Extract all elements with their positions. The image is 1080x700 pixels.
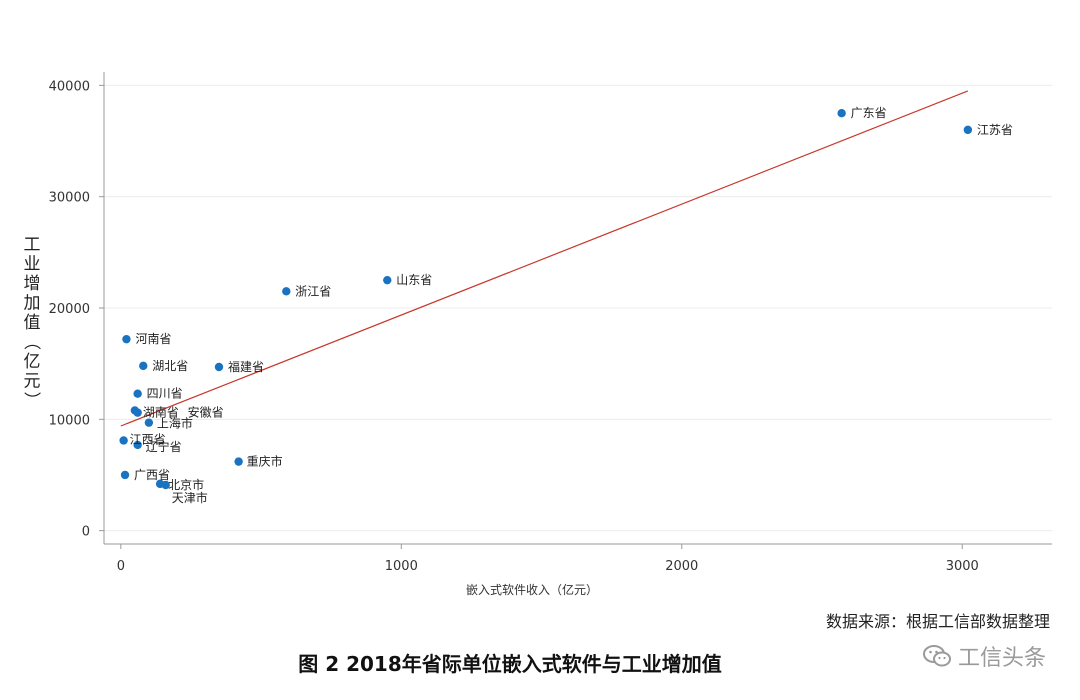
y-axis-title: 工业增加值（ 亿元） <box>21 235 41 409</box>
x-tick-labels: 0 1000 2000 3000 <box>117 559 979 574</box>
point-label: 四川省 <box>147 387 183 401</box>
data-point <box>139 361 148 371</box>
grid-lines <box>104 84 1052 532</box>
data-point <box>282 287 291 296</box>
data-point <box>214 362 224 372</box>
x-tick-label: 0 <box>117 559 125 574</box>
y-axis-title-char: 工 <box>24 235 41 255</box>
wechat-icon <box>922 645 951 667</box>
x-tick-label: 1000 <box>385 559 418 574</box>
point-label: 浙江省 <box>295 284 331 298</box>
y-tick-label: 40000 <box>49 79 90 94</box>
data-point <box>963 125 973 135</box>
data-point <box>119 436 128 445</box>
data-point <box>120 470 130 480</box>
point-label: 辽宁省 <box>146 439 182 454</box>
point-label: 湖南省 <box>143 404 179 419</box>
point-label: 江西省 <box>130 432 166 446</box>
y-axis-title-char: 业 <box>24 255 41 275</box>
point-label: 北京市 <box>168 477 204 492</box>
figure-caption: 图 2 2018年省际单位嵌入式软件与工业增加值 <box>298 652 722 676</box>
y-axis-title-char: 值 <box>24 313 41 333</box>
trendline <box>120 90 969 427</box>
trendline-line <box>120 90 969 427</box>
point-label: 广西省 <box>134 468 170 482</box>
y-tick-label: 10000 <box>49 413 90 428</box>
point-label: 广东省 <box>851 106 887 120</box>
y-axis-title-char: 加 <box>24 294 41 314</box>
watermark: 工信头条 <box>922 640 1046 672</box>
y-tick-label: 30000 <box>49 191 90 206</box>
data-point <box>133 408 142 417</box>
data-point <box>161 480 170 490</box>
y-tick-labels: 0 10000 20000 30000 40000 <box>49 79 90 539</box>
data-points <box>119 108 973 490</box>
data-point <box>122 334 131 344</box>
y-axis-title-char: 增 <box>24 274 41 294</box>
point-label: 河南省 <box>135 331 171 346</box>
data-point <box>234 457 243 466</box>
data-point <box>383 275 392 285</box>
point-label: 山东省 <box>396 273 432 287</box>
point-label: 湖北省 <box>152 358 188 373</box>
data-point <box>133 440 142 450</box>
data-point <box>837 108 846 118</box>
point-label: 江苏省 <box>977 123 1013 137</box>
y-axis-title-char: 亿 <box>24 352 41 372</box>
watermark-text: 工信头条 <box>957 646 1046 671</box>
y-axis-title-char: 元 <box>24 372 41 392</box>
axes <box>99 72 1052 549</box>
y-axis-title-char: （ <box>21 333 41 350</box>
scatter-chart: 0 10000 20000 30000 40000 0 1000 2000 3000 广东省江… <box>21 72 1052 597</box>
point-label: 天津市 <box>172 490 208 505</box>
point-label: 安徽省 <box>188 405 224 420</box>
data-source-note: 数据来源：根据工信部数据整理 <box>825 612 1050 631</box>
point-label: 福建省 <box>228 359 264 374</box>
data-point <box>133 389 142 398</box>
point-label: 上海市 <box>157 416 193 431</box>
y-tick-label: 20000 <box>49 302 90 317</box>
y-tick-label: 0 <box>82 525 90 540</box>
x-tick-label: 3000 <box>946 559 979 574</box>
x-tick-label: 2000 <box>665 559 698 574</box>
point-label: 重庆市 <box>247 454 283 469</box>
data-point <box>144 418 154 427</box>
x-axis-title: 嵌入式软件收入（亿元） <box>466 582 598 597</box>
y-axis-title-char: ） <box>21 392 41 409</box>
